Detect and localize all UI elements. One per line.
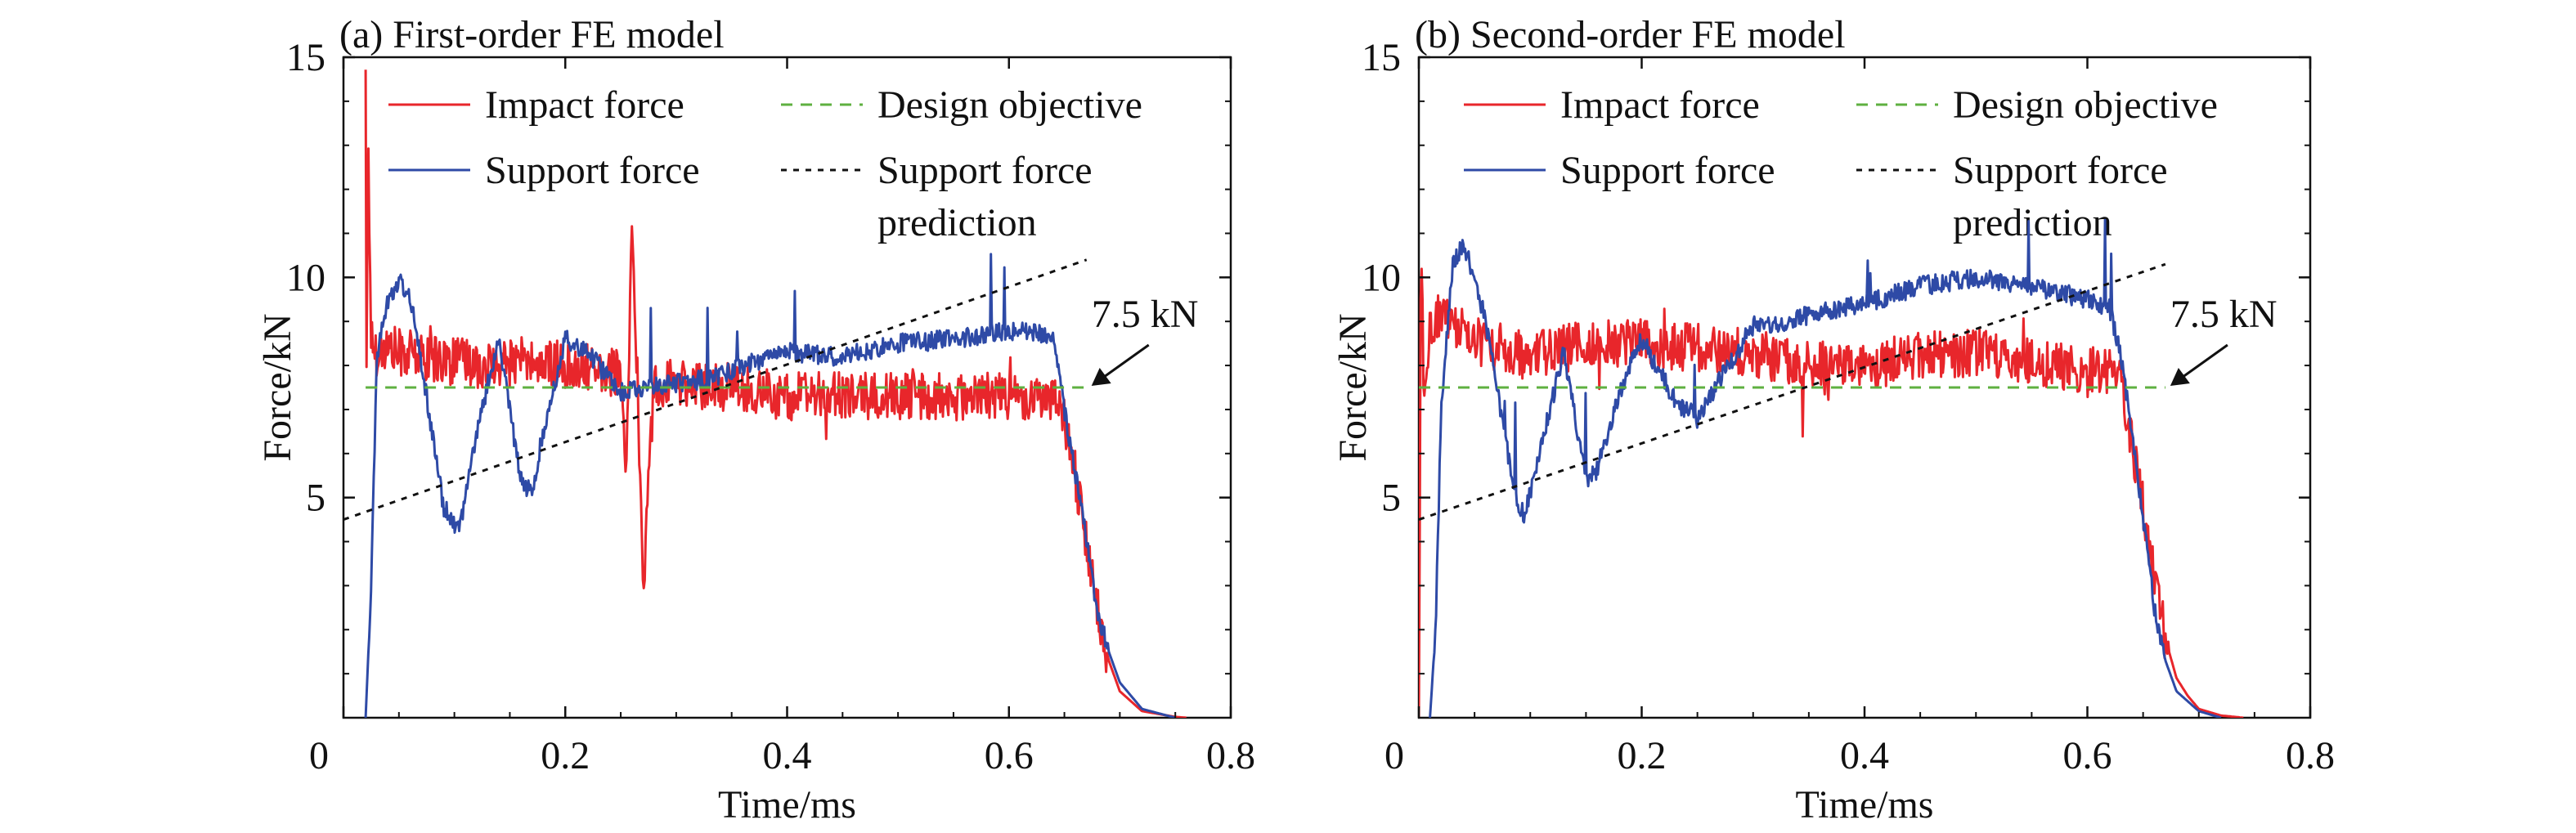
- legend-prediction-label-line2: prediction: [877, 201, 1037, 244]
- chart-title: (b) Second-order FE model: [1415, 13, 1846, 56]
- x-tick-label: 0.6: [2063, 734, 2112, 777]
- legend-design-label: Design objective: [877, 83, 1142, 127]
- x-tick-label: 0.2: [1618, 734, 1667, 777]
- series-support-force-prediction: [343, 258, 1088, 522]
- annotation-arrow-shaft: [1102, 343, 1150, 379]
- annotation-label: 7.5 kN: [2170, 293, 2278, 336]
- legend-prediction-label-line1: Support force: [1953, 149, 2168, 192]
- x-axis-label: Time/ms: [1796, 783, 1934, 826]
- y-tick-label: 10: [286, 256, 325, 299]
- annotation-arrow-head: [1091, 368, 1111, 386]
- legend-support-label: Support force: [485, 149, 700, 192]
- x-tick-label: 0.4: [763, 734, 812, 777]
- y-tick-label: 10: [1362, 256, 1401, 299]
- annotation-arrow-head: [2170, 368, 2190, 386]
- legend-prediction-label-line2: prediction: [1953, 201, 2112, 244]
- y-tick-label: 5: [306, 477, 325, 520]
- y-tick-label: 15: [1362, 36, 1401, 79]
- legend-support-label: Support force: [1560, 149, 1775, 192]
- x-axis-label: Time/ms: [718, 783, 856, 826]
- x-tick-label: 0: [1384, 734, 1404, 777]
- plot-area: [343, 69, 1187, 718]
- chart-panel-b: (b) Second-order FE model Time/ms Force/…: [1331, 13, 2335, 826]
- y-tick-label: 5: [1381, 477, 1401, 520]
- annotation-label: 7.5 kN: [1092, 293, 1199, 336]
- y-tick-label: 15: [286, 36, 325, 79]
- legend-prediction-label-line1: Support force: [877, 149, 1093, 192]
- series-support-force: [1429, 218, 2222, 718]
- x-tick-label: 0.8: [2286, 734, 2335, 777]
- x-tick-label: 0.2: [541, 734, 590, 777]
- annotation-arrow-shaft: [2181, 343, 2228, 379]
- legend-design-label: Design objective: [1953, 83, 2218, 127]
- series-support-force-prediction: [1419, 262, 2166, 522]
- y-axis-label: Force/kN: [1331, 313, 1375, 461]
- plot-area: [1419, 218, 2244, 718]
- y-axis-label: Force/kN: [256, 313, 299, 461]
- series-support-force: [364, 253, 1176, 718]
- legend-impact-label: Impact force: [1560, 83, 1760, 127]
- chart-title: (a) First-order FE model: [339, 13, 725, 56]
- chart-panel-a: (a) First-order FE model Time/ms Force/k…: [256, 13, 1255, 826]
- series-impact-force: [364, 69, 1187, 718]
- x-tick-label: 0.4: [1840, 734, 1889, 777]
- legend-impact-label: Impact force: [485, 83, 684, 127]
- x-tick-label: 0.6: [985, 734, 1034, 777]
- x-tick-label: 0: [309, 734, 329, 777]
- x-tick-label: 0.8: [1206, 734, 1255, 777]
- series-impact-force: [1419, 267, 2244, 718]
